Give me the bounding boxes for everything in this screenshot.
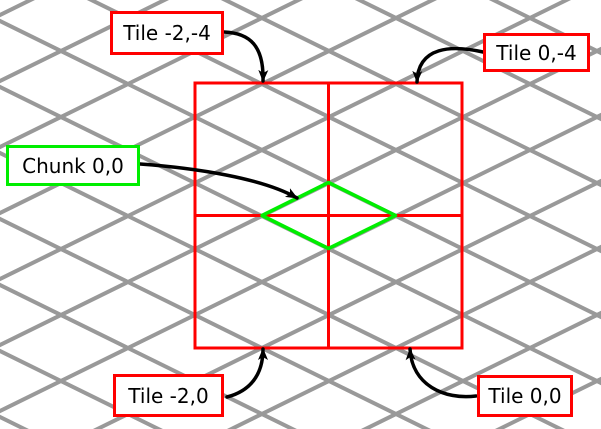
iso-grid-line: [0, 0, 572, 282]
chunk-outline-layer: [260, 180, 398, 251]
label-chunk-0-0: Chunk 0,0: [6, 145, 140, 186]
iso-grid-line: [0, 112, 601, 414]
label-tile-0-0-text: Tile 0,0: [488, 384, 562, 408]
iso-grid-line: [360, 310, 601, 429]
annotation-arrow-chunk-0-0: [138, 162, 299, 200]
iso-grid-line: [494, 376, 601, 429]
label-tile-0-0: Tile 0,0: [477, 375, 573, 417]
chunk-diamond-outline: [260, 180, 398, 251]
iso-grid-line: [92, 178, 601, 429]
label-tile--2--4: Tile -2,-4: [110, 11, 224, 55]
iso-grid-line: [0, 216, 431, 429]
iso-grid-line: [220, 0, 601, 188]
iso-grid-line: [86, 0, 601, 254]
label-chunk-0-0-text: Chunk 0,0: [22, 153, 124, 178]
iso-grid-line: [0, 348, 163, 429]
iso-grid-line: [0, 18, 601, 320]
iso-grid-line: [226, 244, 601, 429]
annotation-arrow-tile-0-n4: [412, 46, 485, 84]
iso-grid-line: [0, 0, 35, 18]
arrow-layer: [138, 30, 485, 399]
annotation-arrow-tile-n2-0: [225, 347, 268, 399]
label-tile-0--4: Tile 0,-4: [483, 33, 590, 72]
tile-grid-layer: [193, 81, 464, 350]
annotation-arrow-tile-n2-n4: [222, 30, 269, 83]
iso-grid-line: [488, 0, 601, 56]
iso-grid-line: [354, 0, 601, 122]
iso-grid-line: [0, 0, 304, 150]
iso-grid-line: [0, 0, 169, 84]
iso-grid-line: [0, 282, 297, 429]
annotation-arrow-tile-0-0: [405, 347, 478, 399]
label-tile--2--4-text: Tile -2,-4: [123, 21, 211, 45]
label-tile--2-0-text: Tile -2,0: [128, 383, 209, 408]
label-tile-0--4-text: Tile 0,-4: [496, 40, 577, 65]
label-tile--2-0: Tile -2,0: [113, 374, 224, 417]
